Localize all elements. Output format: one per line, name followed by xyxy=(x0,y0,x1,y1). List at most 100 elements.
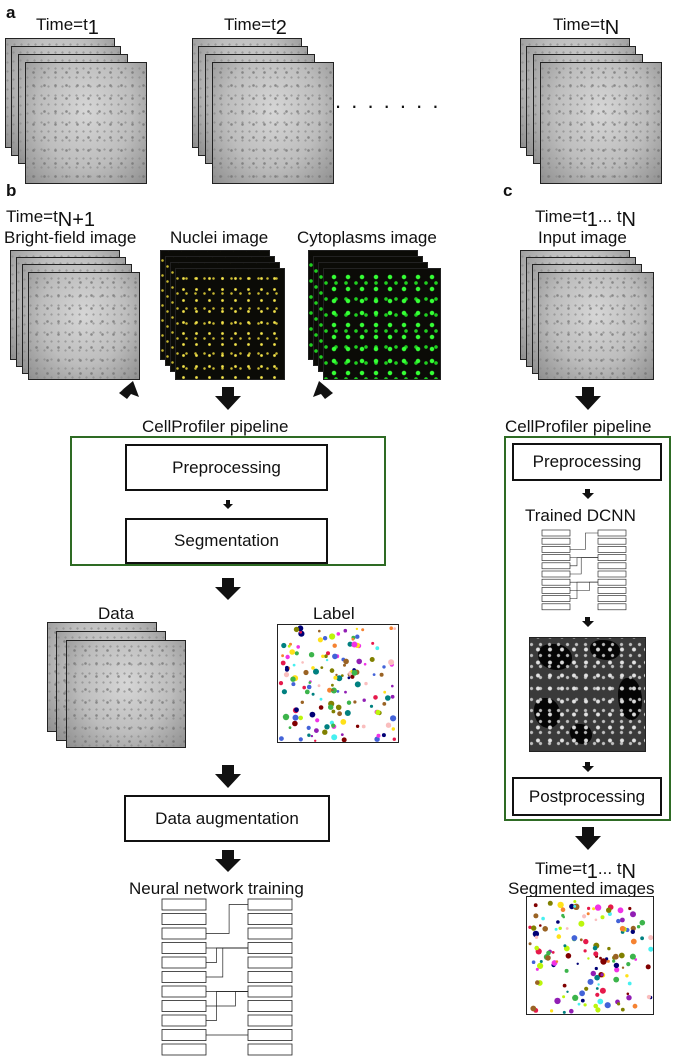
cell-blob xyxy=(560,907,566,912)
cell-blob xyxy=(278,681,284,686)
cell-blob xyxy=(369,657,375,662)
label-image xyxy=(277,624,399,743)
cell-blob xyxy=(626,992,630,996)
cell-blob xyxy=(314,739,317,742)
network-layer-box xyxy=(541,554,571,561)
cell-blob xyxy=(565,953,572,959)
cell-blob xyxy=(340,733,344,736)
trained-dcnn-diagram xyxy=(541,529,627,611)
panel-b-segmentation-box: Segmentation xyxy=(125,518,328,564)
cell-blob xyxy=(566,990,569,993)
cell-blob xyxy=(556,920,560,924)
cell-blob xyxy=(355,634,360,639)
network-connection xyxy=(570,581,598,591)
cell-blob xyxy=(375,709,381,715)
cell-blob xyxy=(592,945,598,951)
network-layer-box xyxy=(541,562,571,570)
cell-blob xyxy=(382,702,387,706)
network-connection xyxy=(570,557,598,575)
cell-blob xyxy=(300,700,304,704)
network-layer-box xyxy=(597,595,627,602)
panel-b-time-label: Time=tN+1 xyxy=(6,207,96,231)
cell-blob xyxy=(542,926,548,932)
cell-blob xyxy=(344,690,347,694)
cell-blob xyxy=(583,1003,587,1007)
network-layer-box xyxy=(597,578,627,586)
cell-blob xyxy=(561,913,565,918)
cell-blob xyxy=(393,627,396,630)
cell-blob xyxy=(383,690,387,694)
cell-blob xyxy=(554,997,561,1005)
cell-blob xyxy=(629,953,636,960)
cell-blob xyxy=(539,924,542,927)
network-layer-box xyxy=(541,578,571,586)
training-label: Neural network training xyxy=(129,879,304,898)
cell-blob xyxy=(648,946,653,952)
cell-blob xyxy=(332,643,337,648)
cell-blob xyxy=(600,958,607,965)
cell-blob xyxy=(294,651,299,656)
cell-blob xyxy=(583,938,589,945)
network-layer-box xyxy=(541,570,571,578)
cell-blob xyxy=(599,956,602,960)
panel-b-preprocessing-box: Preprocessing xyxy=(125,444,328,491)
cell-blob xyxy=(569,903,575,910)
network-layer-box xyxy=(247,1014,293,1027)
label-label: Label xyxy=(313,604,355,623)
trained-dcnn-label: Trained DCNN xyxy=(525,506,636,525)
network-layer-box xyxy=(541,529,571,537)
cell-blob xyxy=(341,737,347,742)
output-time-label: Time=t1... tN xyxy=(535,859,636,883)
cell-blob xyxy=(361,724,366,729)
cell-blob xyxy=(604,1002,611,1009)
cell-blob xyxy=(319,697,323,701)
cell-blob xyxy=(580,998,585,1003)
network-connection xyxy=(206,904,248,934)
cell-blob xyxy=(579,990,585,997)
cell-blob xyxy=(331,683,334,687)
cell-blob xyxy=(533,903,538,908)
cell-blob xyxy=(336,690,340,693)
cell-blob xyxy=(362,698,366,702)
cell-blob xyxy=(335,704,342,711)
cell-blob xyxy=(331,688,334,692)
cell-blob xyxy=(594,918,598,922)
cell-blob xyxy=(302,685,306,690)
network-connection xyxy=(570,557,598,567)
cell-blob xyxy=(331,723,336,728)
cell-blob xyxy=(318,705,324,710)
cell-blob xyxy=(597,998,604,1005)
cell-blob xyxy=(385,695,391,701)
cell-blob xyxy=(392,737,396,741)
cell-blob xyxy=(314,728,319,733)
arrow-cytoplasms xyxy=(313,381,333,399)
cell-blob xyxy=(565,927,569,930)
cell-blob xyxy=(593,1003,598,1009)
cell-blob xyxy=(530,1005,537,1012)
cell-blob xyxy=(578,920,585,927)
cell-blob xyxy=(531,925,537,931)
arrow-bright-field xyxy=(119,381,139,399)
cell-blob xyxy=(340,719,347,725)
segmented-image xyxy=(526,896,654,1015)
timepoint-2-label: Time=t2 xyxy=(224,15,287,39)
cell-blob xyxy=(620,1007,625,1012)
network-layer-box xyxy=(247,913,293,925)
cell-blob xyxy=(528,925,532,929)
label-image-cells xyxy=(278,625,397,742)
cell-blob xyxy=(613,976,620,983)
network-layer-box xyxy=(161,898,207,911)
cell-blob xyxy=(285,654,290,660)
cell-blob xyxy=(571,935,578,941)
cell-blob xyxy=(296,645,300,649)
cell-blob xyxy=(373,695,378,700)
cell-blob xyxy=(281,642,287,649)
cell-blob xyxy=(318,629,321,633)
panel-c-postprocessing-box: Postprocessing xyxy=(512,777,662,816)
cell-blob xyxy=(289,649,295,655)
cell-blob xyxy=(562,983,567,988)
cell-blob xyxy=(600,973,604,977)
network-layer-box xyxy=(597,546,627,553)
cell-blob xyxy=(607,946,611,951)
